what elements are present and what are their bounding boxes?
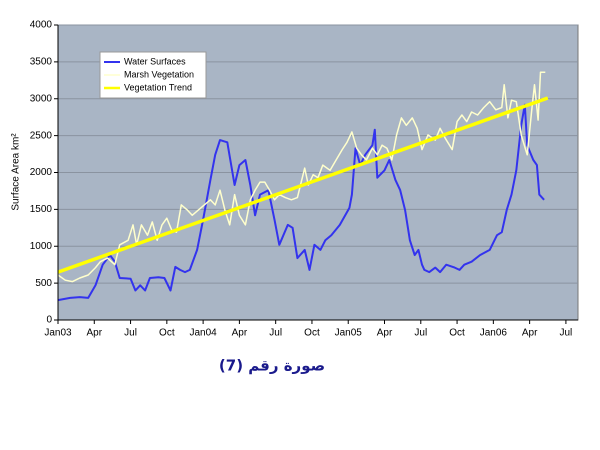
- x-tick-label: Apr: [377, 328, 393, 339]
- axes: 0 500 1000 1500 2000 2500 3000 3500 4000 Jan03 Apr…: [30, 20, 578, 339]
- x-tick-label: Jan06: [480, 328, 508, 339]
- x-tick-label: Jan04: [189, 328, 217, 339]
- y-tick-label: 1500: [30, 204, 53, 215]
- legend-label: Marsh Vegetation: [124, 69, 194, 79]
- x-tick-label: Jan03: [44, 328, 72, 339]
- y-tick-label: 3500: [30, 57, 53, 68]
- series-line: [57, 103, 545, 302]
- y-tick-label: 2500: [30, 130, 53, 141]
- x-tick-label: Jan05: [335, 328, 363, 339]
- x-tick-label: Jul: [124, 328, 137, 339]
- y-tick-label: 0: [46, 315, 52, 326]
- y-tick-label: 3000: [30, 93, 53, 104]
- x-tick-label: Oct: [304, 328, 320, 339]
- x-tick-label: Jul: [414, 328, 427, 339]
- y-tick-label: 4000: [30, 20, 53, 31]
- y-axis-label: Surface Area km²: [11, 133, 22, 211]
- x-tick-label: Oct: [449, 328, 465, 339]
- caption: صورة رقم (7): [219, 357, 325, 375]
- x-tick-label: Apr: [86, 328, 102, 339]
- legend-label: Vegetation Trend: [124, 82, 192, 92]
- x-tick-label: Apr: [522, 328, 538, 339]
- x-tick-label: Oct: [159, 328, 175, 339]
- legend-label: Water Surfaces: [124, 56, 186, 66]
- x-tick-label: Jul: [269, 328, 282, 339]
- x-tick-label: Apr: [232, 328, 248, 339]
- y-tick-label: 1000: [30, 241, 53, 252]
- x-tick-label: Jul: [560, 328, 573, 339]
- lines: Water Surfaces Marsh Vegetation Vegetation…: [57, 51, 549, 302]
- y-tick-label: 2000: [30, 167, 53, 178]
- y-tick-label: 500: [35, 278, 52, 289]
- series-line: [57, 96, 549, 274]
- series-line: [57, 71, 546, 283]
